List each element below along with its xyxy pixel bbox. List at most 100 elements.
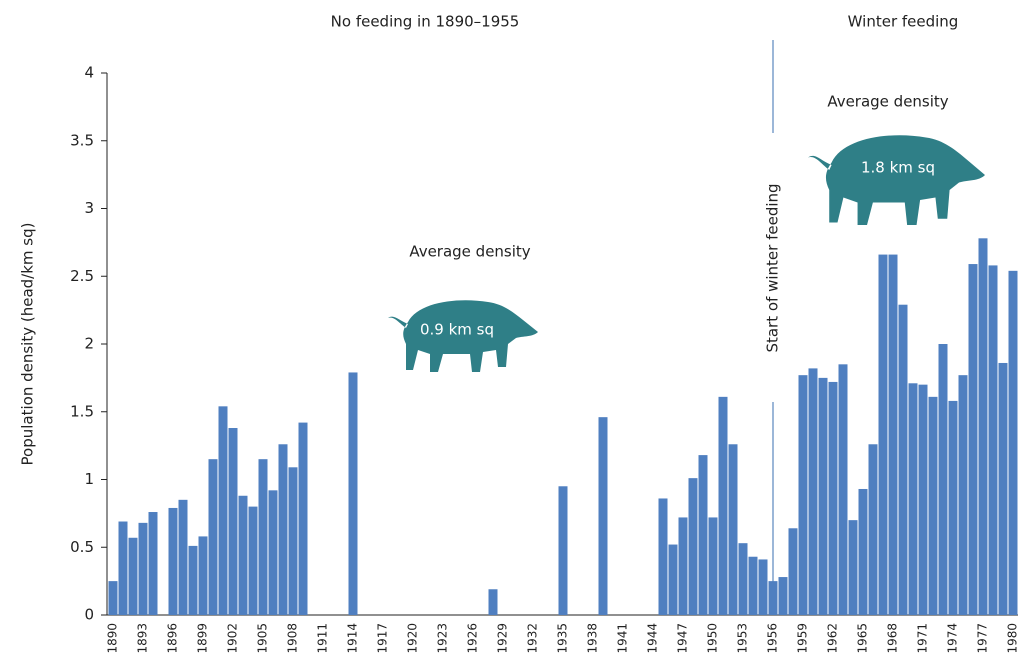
bar [789, 528, 798, 615]
bar [869, 444, 878, 615]
x-tick-label: 1971 [916, 623, 930, 654]
bar [749, 557, 758, 615]
y-tick-label: 3 [84, 199, 94, 217]
bar [249, 507, 258, 615]
x-tick-label: 1905 [256, 623, 270, 654]
x-tick-label: 1944 [646, 623, 660, 654]
bar [839, 364, 848, 615]
bar [999, 363, 1008, 615]
annotation: Average density [827, 93, 948, 111]
bar [559, 486, 568, 615]
boar-icon [808, 135, 985, 225]
x-tick-label: 1920 [406, 623, 420, 654]
bar [199, 536, 208, 615]
bar [919, 385, 928, 615]
x-tick-label: 1941 [616, 623, 630, 654]
x-tick-label: 1917 [376, 623, 390, 654]
y-tick-label: 3.5 [70, 131, 94, 149]
x-tick-label: 1974 [946, 623, 960, 654]
bar [299, 423, 308, 615]
bar [129, 538, 138, 615]
x-tick-label: 1968 [886, 623, 900, 654]
bar [909, 383, 918, 615]
bar [259, 459, 268, 615]
y-axis-label: Population density (head/km sq) [19, 223, 37, 466]
bar [599, 417, 608, 615]
bar [279, 444, 288, 615]
annotation: Start of winter feeding [764, 183, 782, 352]
x-tick-label: 1950 [706, 623, 720, 654]
period-label: No feeding in 1890–1955 [331, 13, 520, 31]
y-tick-label: 2.5 [70, 267, 94, 285]
bar [769, 581, 778, 615]
x-tick-label: 1890 [106, 623, 120, 654]
x-tick-label: 1911 [316, 623, 330, 654]
annotation: 1.8 km sq [861, 159, 935, 177]
bar [209, 459, 218, 615]
bar [149, 512, 158, 615]
bar [939, 344, 948, 615]
annotation: Average density [409, 243, 530, 261]
x-tick-label: 1899 [196, 623, 210, 654]
x-tick-label: 1926 [466, 623, 480, 654]
bar [239, 496, 248, 615]
bar [849, 520, 858, 615]
x-tick-label: 1977 [976, 623, 990, 654]
bar [949, 401, 958, 615]
y-tick-label: 2 [84, 335, 94, 353]
bar [219, 406, 228, 615]
x-tick-label: 1956 [766, 623, 780, 654]
x-tick-label: 1965 [856, 623, 870, 654]
bar [859, 489, 868, 615]
bar [829, 382, 838, 615]
x-tick-label: 1980 [1006, 623, 1019, 654]
bar [959, 375, 968, 615]
bar [729, 444, 738, 615]
bar [689, 478, 698, 615]
bar [929, 397, 938, 615]
y-tick-label: 0 [84, 606, 94, 624]
x-tick-label: 1962 [826, 623, 840, 654]
bar [659, 498, 668, 615]
x-tick-label: 1953 [736, 623, 750, 654]
bar [989, 265, 998, 615]
x-tick-label: 1914 [346, 623, 360, 654]
x-tick-label: 1938 [586, 623, 600, 654]
bar [679, 517, 688, 615]
x-tick-label: 1893 [136, 623, 150, 654]
x-tick-label: 1947 [676, 623, 690, 654]
x-tick-label: 1929 [496, 623, 510, 654]
annotation: 0.9 km sq [420, 321, 494, 339]
bar [189, 546, 198, 615]
bar [759, 559, 768, 615]
bar [179, 500, 188, 615]
bar [169, 508, 178, 615]
x-tick-label: 1959 [796, 623, 810, 654]
bar [349, 372, 358, 615]
x-tick-label: 1902 [226, 623, 240, 654]
bar [1009, 271, 1018, 615]
bar [229, 428, 238, 615]
bar [879, 255, 888, 615]
bar [709, 517, 718, 615]
x-tick-label: 1908 [286, 623, 300, 654]
bar [979, 238, 988, 615]
bar [819, 378, 828, 615]
period-label: Winter feeding [848, 13, 959, 31]
x-tick-label: 1896 [166, 623, 180, 654]
bar [799, 375, 808, 615]
bar [109, 581, 118, 615]
bar [669, 545, 678, 615]
bar [289, 467, 298, 615]
bar [889, 255, 898, 615]
bar [139, 523, 148, 615]
bar [119, 522, 128, 615]
bar [269, 490, 278, 615]
bar [739, 543, 748, 615]
x-tick-label: 1932 [526, 623, 540, 654]
bar [899, 305, 908, 615]
bar [809, 368, 818, 615]
x-tick-label: 1935 [556, 623, 570, 654]
bar [719, 397, 728, 615]
